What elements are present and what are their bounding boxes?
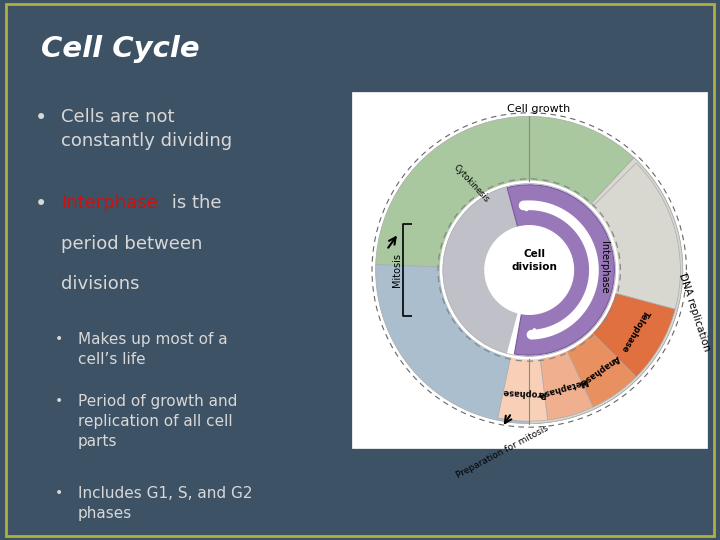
Text: •: • [55,486,63,500]
Text: Cell Cycle: Cell Cycle [42,35,200,63]
Circle shape [441,181,618,359]
Text: Prophase: Prophase [502,387,546,398]
Wedge shape [507,185,614,355]
Text: Interphase: Interphase [598,241,608,294]
Wedge shape [376,265,529,423]
Wedge shape [498,357,548,421]
Text: •: • [55,332,63,346]
Wedge shape [567,333,636,407]
Wedge shape [529,158,683,423]
Wedge shape [540,350,593,420]
Wedge shape [443,186,529,354]
Wedge shape [376,117,634,270]
Text: •: • [35,194,47,214]
Text: Makes up most of a
cell’s life: Makes up most of a cell’s life [78,332,228,367]
Text: divisions: divisions [61,275,140,293]
Wedge shape [529,158,683,423]
Text: Metaphase: Metaphase [536,376,589,399]
Text: Telophase: Telophase [619,308,651,354]
Text: DNA replication: DNA replication [678,272,712,352]
Text: period between: period between [61,235,203,253]
Text: •: • [35,108,47,128]
Text: Period of growth and
replication of all cell
parts: Period of growth and replication of all … [78,394,238,449]
Text: Preparation for mitosis: Preparation for mitosis [455,423,550,480]
Text: is the: is the [166,194,221,212]
Text: •: • [55,394,63,408]
Text: Includes G1, S, and G2
phases: Includes G1, S, and G2 phases [78,486,253,521]
Text: Mitosis: Mitosis [392,253,402,287]
Circle shape [485,226,574,314]
Circle shape [485,226,574,314]
Circle shape [499,240,559,300]
Text: Cell growth: Cell growth [507,104,570,114]
Wedge shape [592,163,680,309]
Text: Anaphase: Anaphase [578,353,621,387]
Text: Cell
division: Cell division [511,249,557,272]
Text: Cytokinesis: Cytokinesis [452,163,491,204]
Text: Interphase: Interphase [61,194,158,212]
Text: Cells are not
constantly dividing: Cells are not constantly dividing [61,108,233,150]
Wedge shape [592,293,675,377]
